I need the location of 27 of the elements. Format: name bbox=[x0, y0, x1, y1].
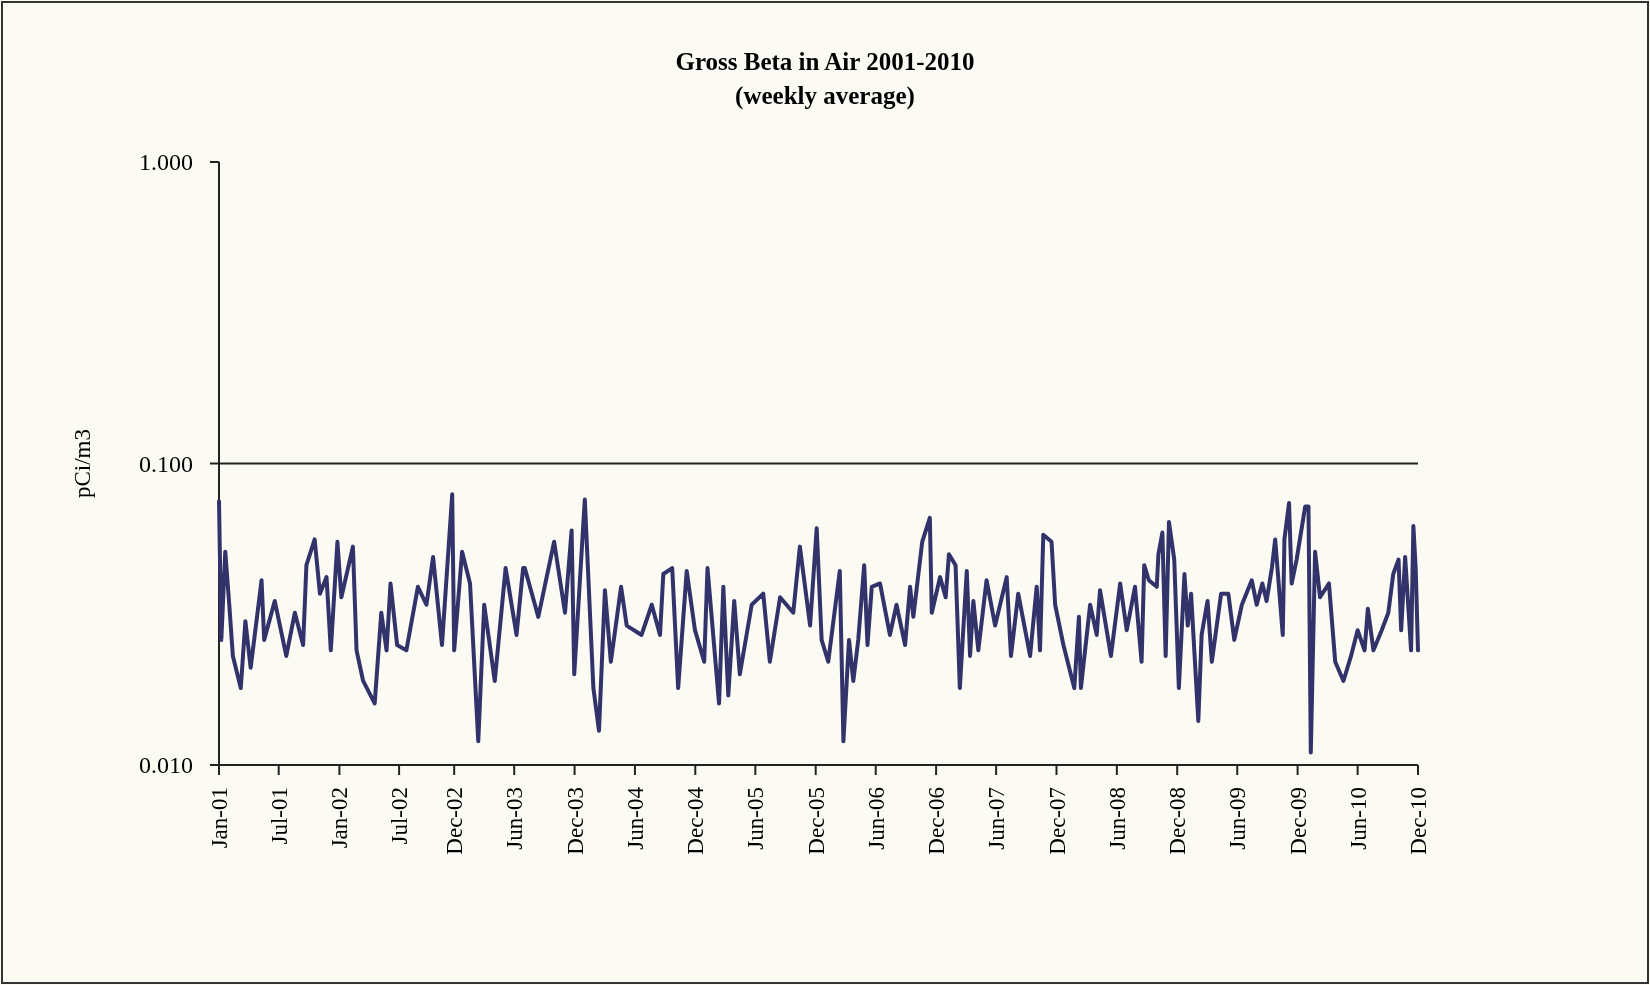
x-tick-label: Jan-02 bbox=[327, 787, 353, 849]
x-tick-label: Jun-06 bbox=[863, 787, 889, 850]
x-tick-label: Dec-04 bbox=[683, 786, 709, 855]
x-tick-label: Dec-05 bbox=[803, 787, 829, 855]
x-tick-label: Jun-07 bbox=[984, 787, 1010, 850]
x-tick-label: Jan-01 bbox=[207, 787, 233, 849]
chart-title: Gross Beta in Air 2001-2010 bbox=[675, 48, 975, 75]
y-axis-title: pCi/m3 bbox=[70, 428, 95, 499]
x-tick-label: Jun-05 bbox=[743, 787, 769, 850]
x-tick-label: Jul-02 bbox=[387, 787, 413, 845]
x-tick-label: Dec-02 bbox=[442, 787, 468, 855]
x-tick-label: Jun-10 bbox=[1345, 787, 1371, 850]
x-tick-label: Dec-08 bbox=[1165, 787, 1191, 855]
y-tick-label: 0.010 bbox=[139, 752, 193, 779]
chart-subtitle: (weekly average) bbox=[735, 82, 915, 110]
x-tick-label: Jun-09 bbox=[1225, 787, 1251, 850]
y-tick-label: 1.000 bbox=[139, 149, 193, 176]
y-tick-label: 0.100 bbox=[139, 450, 193, 477]
x-tick-label: Jun-08 bbox=[1104, 787, 1130, 850]
x-tick-label: Dec-06 bbox=[924, 787, 950, 855]
x-tick-label: Dec-03 bbox=[562, 787, 588, 855]
x-tick-label: Dec-07 bbox=[1044, 787, 1070, 855]
x-tick-label: Dec-09 bbox=[1285, 787, 1311, 855]
x-tick-label: Jun-03 bbox=[502, 787, 528, 850]
x-tick-label: Jun-04 bbox=[622, 786, 648, 850]
x-tick-label: Dec-10 bbox=[1406, 787, 1432, 855]
x-tick-label: Jul-01 bbox=[266, 787, 292, 845]
